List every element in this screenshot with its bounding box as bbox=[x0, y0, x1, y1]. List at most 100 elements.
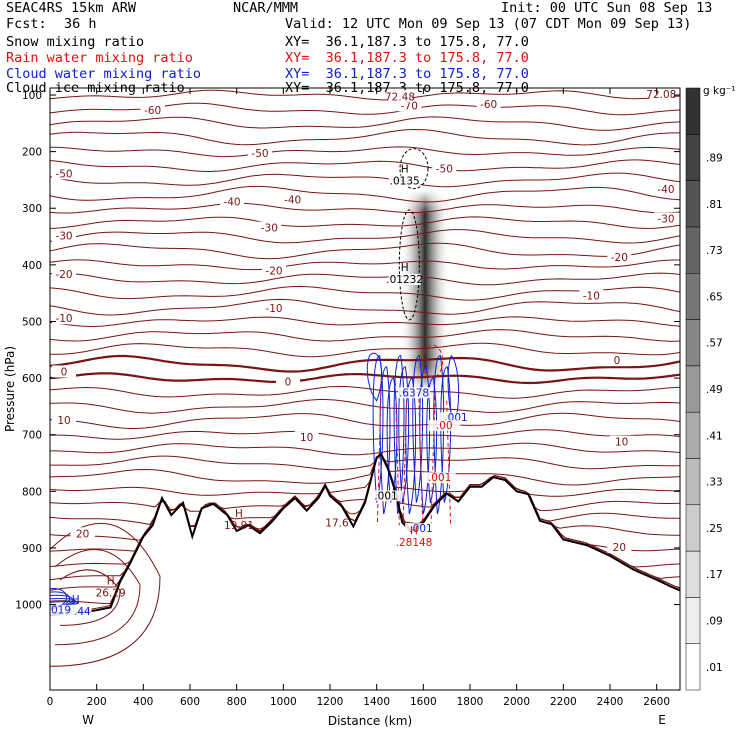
x-tick-label: 400 bbox=[133, 696, 153, 708]
colorbar-level-label: .89 bbox=[706, 152, 723, 164]
colorbar-bin bbox=[685, 597, 701, 644]
isotherm-label-bg bbox=[248, 146, 272, 159]
x-tick-label: 200 bbox=[87, 696, 107, 708]
field-rain-xy: XY= 36.1,187.3 to 175.8, 77.0 bbox=[285, 50, 529, 66]
hydro-label-bg bbox=[50, 604, 76, 616]
isotherm-label: -40 bbox=[657, 184, 674, 196]
isotherm-label: -60 bbox=[480, 99, 497, 111]
isotherm-label-bg bbox=[52, 268, 76, 281]
rain-water-contour bbox=[394, 382, 400, 526]
hydrometeor-label: .001 bbox=[428, 472, 451, 484]
hydro-label-bg bbox=[388, 274, 421, 286]
isotherm-line bbox=[50, 229, 680, 244]
colorbar-level-label: .73 bbox=[706, 245, 723, 257]
isotherm-label-bg bbox=[262, 264, 286, 277]
isotherm-label: -50 bbox=[251, 148, 268, 160]
isotherm-line bbox=[50, 272, 680, 286]
isotherm-label-bg bbox=[52, 365, 76, 378]
isotherm-line bbox=[50, 128, 680, 146]
x-tick-label: 1000 bbox=[270, 696, 297, 708]
isotherm-label: -50 bbox=[436, 164, 453, 176]
colorbar-level-label: .65 bbox=[706, 291, 723, 303]
x-tick-label: 1800 bbox=[457, 696, 484, 708]
isotherm-line bbox=[50, 452, 680, 486]
isotherm-label: -20 bbox=[265, 266, 282, 278]
y-tick-label: 400 bbox=[22, 260, 42, 272]
isotherm-line bbox=[50, 298, 680, 316]
isotherm-line bbox=[50, 172, 680, 188]
isotherm-line bbox=[50, 452, 680, 614]
isotherm-label-bg bbox=[52, 229, 76, 242]
x-tick-label: 2400 bbox=[597, 696, 624, 708]
isotherm-label-bg bbox=[262, 302, 286, 315]
isotherm-label-bg bbox=[649, 88, 674, 100]
east-endpoint-label: E bbox=[658, 713, 666, 727]
cloud-water-contour bbox=[405, 377, 417, 515]
isotherm-label: 10 bbox=[300, 432, 313, 444]
rain-water-contour bbox=[402, 387, 408, 526]
hydrometeor-label: .01232 bbox=[386, 274, 423, 286]
hydrometeor-label: .019 bbox=[48, 605, 71, 617]
colorbar-level-label: .01 bbox=[706, 662, 723, 674]
isotherm-label-bg bbox=[605, 354, 629, 367]
isotherm-label-bg bbox=[607, 540, 632, 553]
x-tick-label: 2600 bbox=[643, 696, 670, 708]
hydrometeor-label: .00 bbox=[436, 420, 453, 432]
model-title: SEAC4RS 15km ARW bbox=[6, 0, 137, 16]
x-tick-label: 600 bbox=[180, 696, 200, 708]
x-tick-label: 2200 bbox=[550, 696, 577, 708]
isotherm-label-bg bbox=[397, 99, 422, 112]
isotherm-label-bg bbox=[654, 183, 678, 196]
rain-water-contour bbox=[430, 396, 436, 526]
isotherm-line bbox=[50, 316, 680, 328]
isotherm-line bbox=[50, 146, 680, 158]
isotherm-label: 20 bbox=[613, 542, 626, 554]
isotherm-line bbox=[50, 386, 680, 399]
colorbar-bin bbox=[685, 643, 701, 691]
isotherm-line bbox=[50, 116, 680, 131]
isotherm-label: -10 bbox=[55, 313, 72, 325]
field-snow-xy: XY= 36.1,187.3 to 175.8, 77.0 bbox=[285, 34, 529, 50]
colorbar-bin bbox=[685, 226, 701, 274]
isotherm-line bbox=[50, 452, 680, 581]
isotherm-label: -30 bbox=[261, 223, 278, 235]
colorbar-bin bbox=[685, 411, 701, 459]
isotherm-line bbox=[50, 285, 680, 301]
forecast-label: Fcst: bbox=[6, 16, 47, 32]
isotherm-label: 10 bbox=[57, 415, 70, 427]
field-rain-name: Rain water mixing ratio bbox=[6, 50, 193, 66]
isotherm-label-bg bbox=[432, 162, 457, 175]
isotherm-line bbox=[59, 569, 121, 626]
x-tick-label: 1600 bbox=[410, 696, 437, 708]
colorbar-bin bbox=[685, 458, 701, 506]
hydrometeor-label: .0135 bbox=[390, 176, 420, 188]
x-tick-label: 0 bbox=[47, 696, 54, 708]
extremum-value: 26.29 bbox=[96, 588, 126, 600]
colorbar-level-label: .25 bbox=[706, 523, 723, 535]
isotherm-line bbox=[50, 242, 680, 260]
colorbar-bin bbox=[685, 134, 701, 181]
isotherm-line bbox=[50, 202, 680, 214]
hydro-label-bg bbox=[398, 387, 430, 399]
isotherm-label: 72.08 bbox=[646, 89, 676, 101]
colorbar-bin bbox=[685, 319, 701, 367]
cloud-ice-contour bbox=[399, 148, 429, 190]
isotherm-label: -10 bbox=[265, 303, 282, 315]
isotherm-label-bg bbox=[654, 212, 678, 225]
hydro-label-bg bbox=[398, 536, 430, 548]
hydro-label-bg bbox=[405, 523, 437, 535]
isotherm-label-bg bbox=[294, 431, 319, 444]
x-axis-label: Distance (km) bbox=[328, 714, 412, 728]
colorbar-level-label: .49 bbox=[706, 384, 723, 396]
isotherm-line bbox=[50, 452, 680, 497]
colorbar-bin bbox=[685, 365, 701, 413]
hydro-label-bg bbox=[59, 605, 92, 617]
isotherm-line bbox=[50, 342, 680, 358]
y-tick-label: 800 bbox=[22, 486, 42, 498]
isotherm-label: -40 bbox=[223, 197, 240, 209]
isotherm-label: 0 bbox=[61, 366, 68, 378]
y-tick-label: 700 bbox=[22, 430, 42, 442]
isotherm-line bbox=[50, 442, 680, 456]
isotherm-line bbox=[50, 429, 680, 440]
colorbar: .01 .09 .17 .25 .33 .41 .49 .57 .65 .73 .81 .89 bbox=[685, 87, 723, 691]
